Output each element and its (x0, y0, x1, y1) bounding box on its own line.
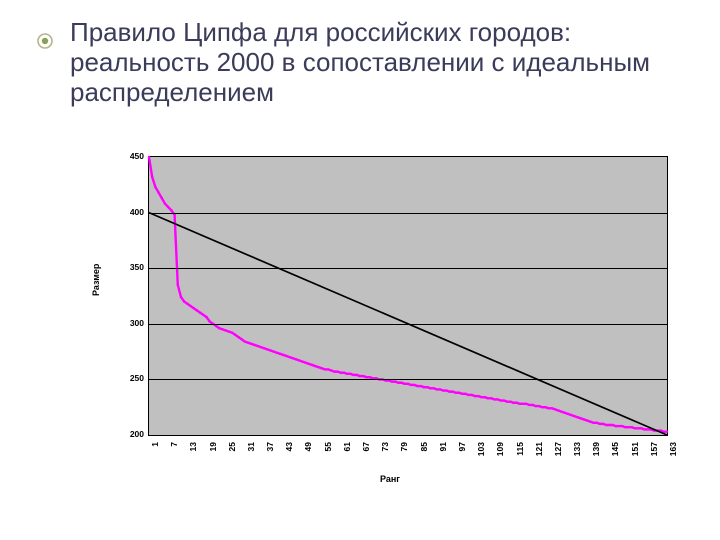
title-bullet-icon (36, 32, 54, 50)
x-tick-label: 13 (188, 442, 198, 462)
x-tick-label: 151 (630, 442, 640, 462)
x-tick-label: 157 (649, 442, 659, 462)
x-tick-label: 127 (553, 442, 563, 462)
x-tick-label: 61 (342, 442, 352, 462)
x-tick-label: 103 (476, 442, 486, 462)
x-tick-label: 91 (438, 442, 448, 462)
x-tick-label: 31 (246, 442, 256, 462)
x-tick-label: 109 (495, 442, 505, 462)
x-tick-label: 1 (150, 442, 160, 462)
x-tick-label: 37 (265, 442, 275, 462)
x-tick-label: 145 (610, 442, 620, 462)
x-tick-label: 67 (361, 442, 371, 462)
x-tick-label: 163 (668, 442, 678, 462)
y-tick-label: 300 (110, 318, 144, 328)
y-tick-label: 450 (110, 151, 144, 161)
chart-svg (149, 157, 667, 435)
x-tick-label: 115 (515, 442, 525, 462)
y-axis-title: Размер (91, 264, 101, 296)
x-tick-label: 73 (380, 442, 390, 462)
plot-area (148, 156, 668, 436)
x-tick-label: 25 (227, 442, 237, 462)
x-tick-label: 43 (284, 442, 294, 462)
x-tick-label: 79 (399, 442, 409, 462)
x-tick-label: 133 (572, 442, 582, 462)
x-tick-label: 49 (303, 442, 313, 462)
x-tick-label: 121 (534, 442, 544, 462)
y-tick-label: 350 (110, 262, 144, 272)
y-tick-label: 200 (110, 429, 144, 439)
zipf-chart: Размер Ранг 2002503003504004501713192531… (110, 156, 670, 496)
x-tick-label: 85 (419, 442, 429, 462)
x-tick-label: 7 (169, 442, 179, 462)
x-tick-label: 55 (323, 442, 333, 462)
y-tick-label: 400 (110, 207, 144, 217)
y-tick-label: 250 (110, 373, 144, 383)
x-tick-label: 19 (208, 442, 218, 462)
slide-title: Правило Ципфа для российских городов: ре… (70, 18, 680, 108)
x-axis-title: Ранг (110, 474, 670, 484)
x-tick-label: 97 (457, 442, 467, 462)
x-tick-label: 139 (591, 442, 601, 462)
title-text: Правило Ципфа для российских городов: ре… (70, 18, 680, 108)
